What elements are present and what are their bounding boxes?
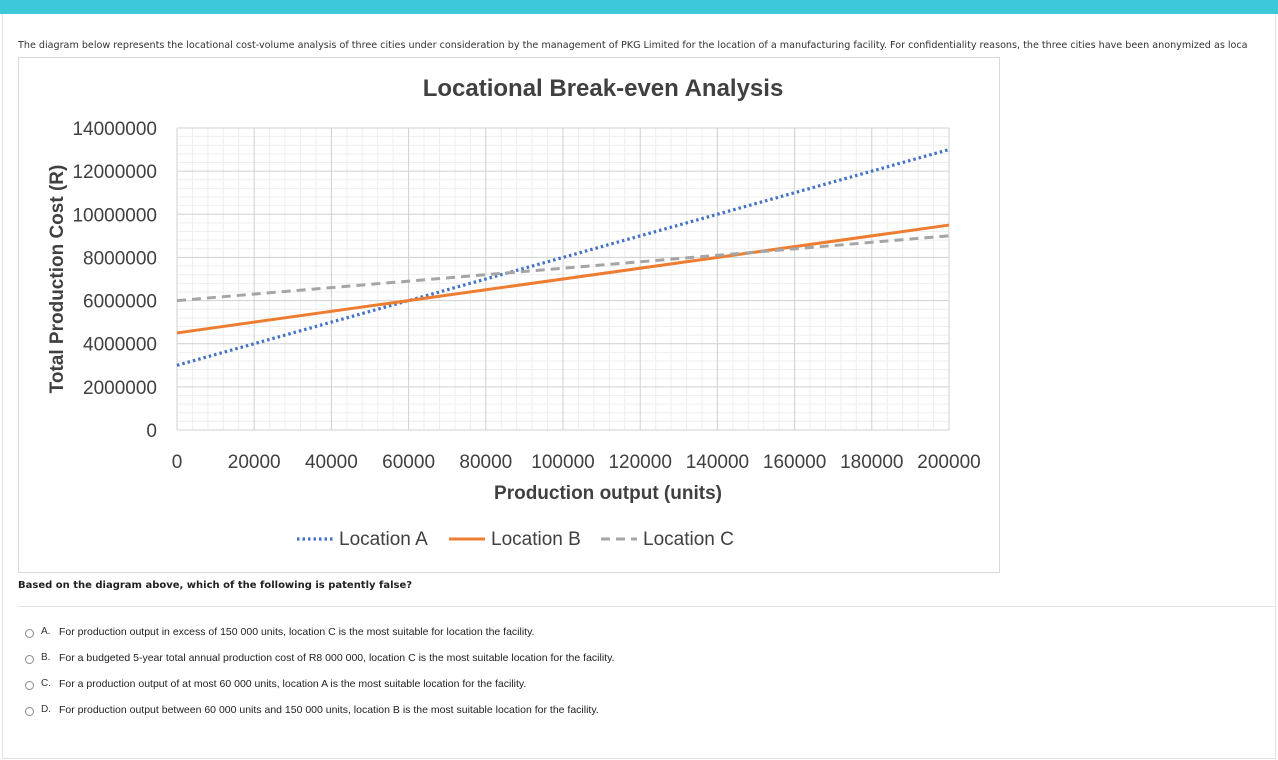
option-letter: B. xyxy=(41,652,51,663)
option-text[interactable]: For a budgeted 5-year total annual produ… xyxy=(59,652,615,664)
series-line-location-b xyxy=(176,223,950,335)
x-axis-label: Production output (units) xyxy=(494,483,722,504)
x-tick-label: 80000 xyxy=(459,452,512,473)
x-tick-label: 140000 xyxy=(686,452,749,473)
series-line-location-a xyxy=(176,148,950,367)
radio-button-d[interactable] xyxy=(25,707,34,716)
divider xyxy=(18,606,1276,607)
x-tick-label: 0 xyxy=(172,452,183,473)
x-tick-label: 160000 xyxy=(763,452,826,473)
x-tick-label: 200000 xyxy=(917,452,980,473)
x-tick-label: 60000 xyxy=(382,452,435,473)
legend-label: Location C xyxy=(643,529,734,550)
option-letter: C. xyxy=(41,678,51,689)
legend-label: Location A xyxy=(339,529,428,550)
series-line-location-c xyxy=(176,234,950,303)
radio-button-c[interactable] xyxy=(25,681,34,690)
intro-text: The diagram below represents the locatio… xyxy=(18,40,1248,51)
break-even-chart: 0200000040000006000000800000010000000120… xyxy=(47,75,981,550)
option-text[interactable]: For production output between 60 000 uni… xyxy=(59,704,599,716)
x-tick-label: 120000 xyxy=(608,452,671,473)
option-c[interactable]: C. For a production output of at most 60… xyxy=(25,678,614,704)
option-d[interactable]: D. For production output between 60 000 … xyxy=(25,704,614,730)
y-tick-label: 12000000 xyxy=(72,162,157,183)
page-frame xyxy=(2,14,1276,759)
option-letter: D. xyxy=(41,704,51,715)
option-a[interactable]: A. For production output in excess of 15… xyxy=(25,626,614,652)
option-text[interactable]: For production output in excess of 150 0… xyxy=(59,626,535,638)
x-tick-label: 40000 xyxy=(305,452,358,473)
y-tick-label: 2000000 xyxy=(83,378,157,399)
x-tick-label: 20000 xyxy=(228,452,281,473)
y-tick-label: 10000000 xyxy=(72,205,157,226)
question-text: Based on the diagram above, which of the… xyxy=(18,580,413,591)
option-letter: A. xyxy=(41,626,51,637)
radio-button-a[interactable] xyxy=(25,629,34,638)
y-tick-label: 6000000 xyxy=(83,292,157,313)
radio-button-b[interactable] xyxy=(25,655,34,664)
x-tick-label: 180000 xyxy=(840,452,903,473)
legend-label: Location B xyxy=(491,529,581,550)
y-axis-label: Total Production Cost (R) xyxy=(47,165,68,394)
option-text[interactable]: For a production output of at most 60 00… xyxy=(59,678,527,690)
x-tick-label: 100000 xyxy=(531,452,594,473)
option-b[interactable]: B. For a budgeted 5-year total annual pr… xyxy=(25,652,614,678)
chart-container: 0 2000000 4000000 6000000 8000000 10000000 120… xyxy=(18,57,1000,573)
y-tick-label: 4000000 xyxy=(83,335,157,356)
top-accent-bar xyxy=(0,0,1278,14)
y-tick-label: 14000000 xyxy=(72,119,157,140)
y-tick-label: 0 xyxy=(146,421,157,442)
chart-title: Locational Break-even Analysis xyxy=(423,75,784,102)
answer-options: A. For production output in excess of 15… xyxy=(25,626,614,730)
y-tick-label: 8000000 xyxy=(83,248,157,269)
